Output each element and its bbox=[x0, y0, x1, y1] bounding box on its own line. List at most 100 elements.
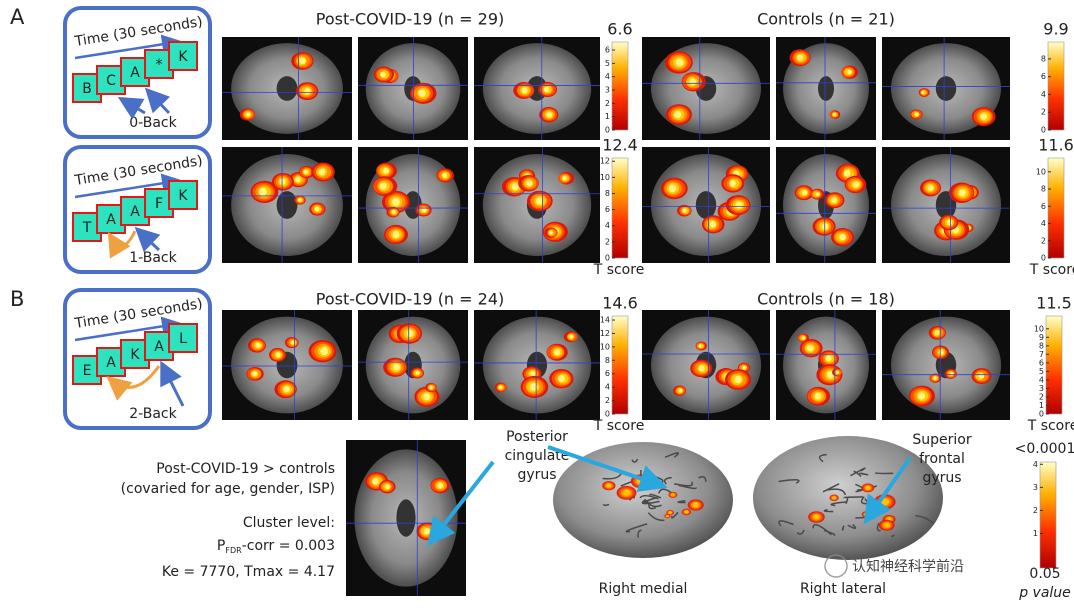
brain-slice bbox=[474, 147, 600, 263]
activation bbox=[320, 347, 329, 356]
sulcus bbox=[647, 512, 665, 522]
brain-slice bbox=[642, 147, 770, 263]
letter: A bbox=[154, 339, 164, 355]
match-arrow bbox=[107, 230, 137, 259]
colorbar: 9.9 0 2 4 6 8 bbox=[1041, 20, 1069, 135]
brain-slice bbox=[474, 310, 600, 420]
activation bbox=[958, 189, 966, 197]
activation bbox=[380, 71, 386, 78]
letter: * bbox=[156, 57, 163, 73]
region-label: gyrus bbox=[517, 467, 556, 483]
cue-arrow bbox=[160, 360, 185, 407]
colorbar-tick-label: 9 bbox=[1039, 333, 1044, 342]
activation bbox=[865, 485, 871, 490]
sulcus bbox=[602, 472, 622, 480]
activation bbox=[391, 198, 400, 206]
brain-slice bbox=[222, 147, 352, 263]
letter: L bbox=[179, 331, 187, 347]
sulcus bbox=[826, 488, 846, 496]
activation bbox=[498, 385, 503, 390]
colorbar-tick-label: 1 bbox=[1039, 401, 1044, 410]
activation bbox=[392, 231, 400, 238]
letter-card bbox=[72, 355, 102, 385]
colorbar: 14.6 0 2 4 6 8 10 12 14 T score bbox=[593, 294, 645, 435]
ventricle bbox=[276, 191, 298, 219]
sulcus bbox=[778, 520, 794, 527]
view-label: Right medial bbox=[599, 581, 688, 597]
activation bbox=[692, 502, 699, 508]
brain-slice bbox=[776, 310, 876, 420]
activation bbox=[921, 90, 925, 95]
colorbar-tick-label: 0 bbox=[605, 410, 610, 419]
activation bbox=[418, 89, 426, 97]
sulcus bbox=[823, 529, 836, 537]
colorbar-tick-label: 2 bbox=[1039, 392, 1044, 401]
colorbar-tick-label: 2 bbox=[1041, 108, 1046, 117]
watermark-icon bbox=[824, 554, 848, 578]
activation bbox=[927, 184, 934, 191]
activation bbox=[372, 478, 379, 485]
sulcus bbox=[915, 514, 934, 524]
letter-card bbox=[168, 41, 198, 71]
activation bbox=[668, 184, 677, 193]
colorbar: 6.6 0 1 2 3 4 5 6 bbox=[605, 20, 633, 135]
colorbar-unit: T score bbox=[593, 418, 645, 434]
colorbar-unit: T score bbox=[593, 262, 645, 278]
activation bbox=[682, 208, 687, 213]
activation bbox=[668, 511, 672, 514]
time-arrow bbox=[74, 173, 182, 199]
sulcus bbox=[671, 511, 679, 519]
activation bbox=[437, 482, 444, 489]
letter-card bbox=[144, 49, 174, 79]
colorbar-max: 6.6 bbox=[607, 20, 632, 39]
region-label: Posterior bbox=[506, 429, 568, 445]
colorbar-tick-label: 6 bbox=[1039, 358, 1044, 367]
colorbar-tick-label: 10 bbox=[1034, 324, 1044, 333]
activation bbox=[684, 510, 689, 514]
activation bbox=[295, 176, 301, 183]
sulcus bbox=[645, 499, 662, 508]
activation bbox=[299, 57, 306, 65]
colorbar-tick-label: 4 bbox=[1041, 90, 1046, 99]
activation bbox=[675, 58, 684, 67]
colorbar-gradient bbox=[1045, 315, 1063, 415]
activation bbox=[298, 198, 302, 202]
task-label: 2-Back bbox=[129, 406, 177, 422]
brain-slice bbox=[882, 37, 1010, 140]
pointer-arrow bbox=[427, 460, 495, 547]
sulcus bbox=[602, 503, 610, 507]
colorbar-tick-label: 2 bbox=[605, 237, 610, 246]
cue-arrow bbox=[134, 226, 161, 253]
activation bbox=[554, 349, 561, 356]
letter: K bbox=[178, 188, 188, 204]
letter: K bbox=[178, 49, 188, 65]
activation bbox=[246, 112, 251, 117]
activation bbox=[290, 340, 295, 345]
ventricle bbox=[935, 76, 957, 101]
cluster-label: Cluster level: bbox=[243, 515, 335, 531]
colorbar-tick-label: 10 bbox=[1036, 167, 1046, 176]
activation bbox=[283, 386, 290, 393]
pbar-bottom: 0.05 bbox=[1029, 566, 1060, 582]
activation bbox=[606, 483, 612, 488]
colorbar-tick-label: 0 bbox=[605, 126, 610, 135]
brain-slice bbox=[358, 147, 468, 263]
activation bbox=[853, 181, 860, 188]
activation bbox=[391, 210, 396, 214]
p-part: FDR bbox=[225, 546, 242, 555]
activation bbox=[816, 192, 820, 197]
activation bbox=[252, 371, 258, 377]
colorbar-unit: T score bbox=[1029, 262, 1074, 278]
activation bbox=[883, 522, 890, 528]
activation bbox=[546, 112, 552, 118]
activation bbox=[735, 201, 743, 209]
activation bbox=[802, 190, 808, 196]
activation bbox=[535, 197, 544, 205]
sulcus bbox=[796, 529, 805, 535]
colorbar-tick-label: 4 bbox=[605, 72, 610, 81]
letter: A bbox=[106, 355, 116, 371]
group-title: Post-COVID-19 (n = 24) bbox=[316, 290, 505, 309]
activation bbox=[934, 330, 940, 336]
activation bbox=[946, 219, 953, 226]
activation bbox=[622, 489, 631, 496]
